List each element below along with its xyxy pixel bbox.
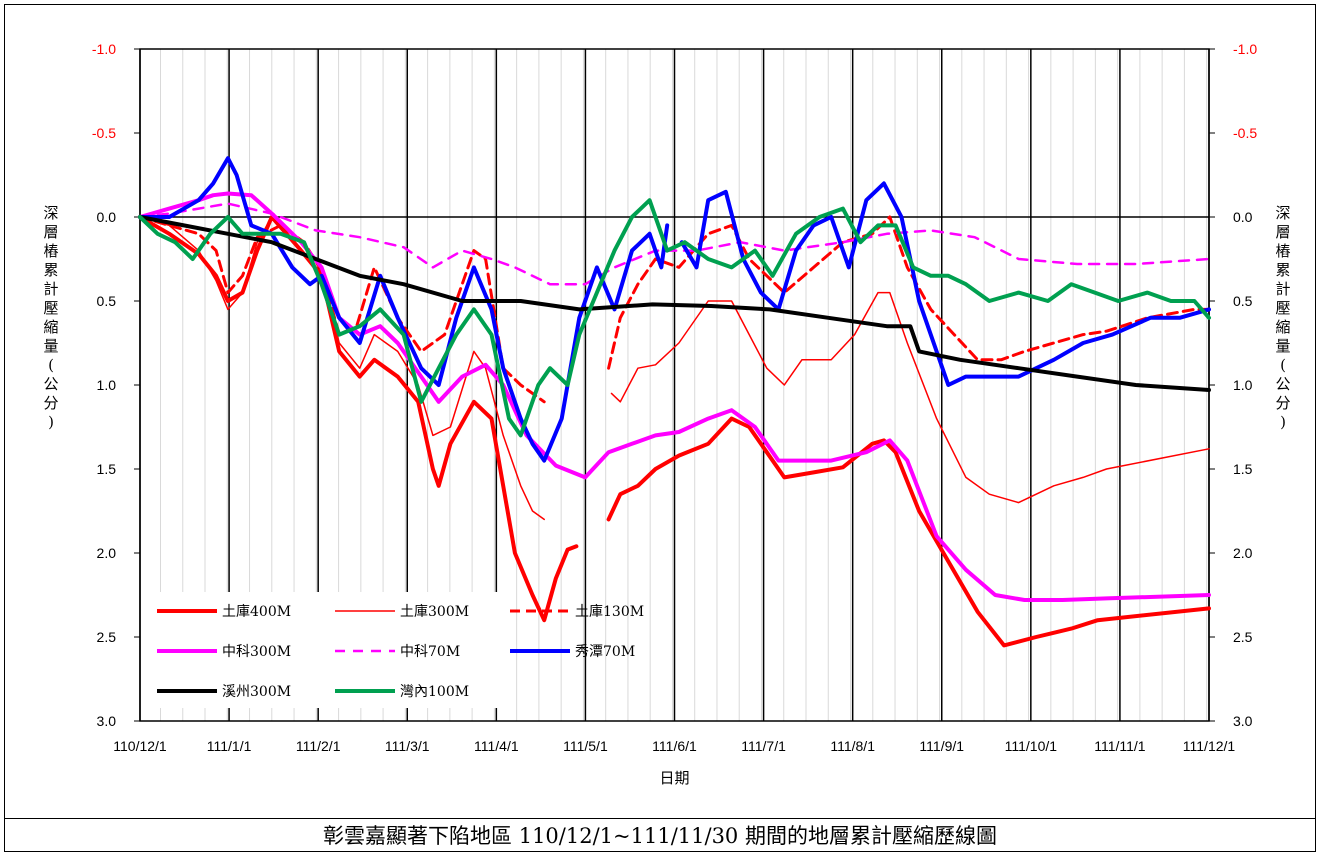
x-tick-label: 111/5/1	[563, 738, 608, 754]
x-tick-label: 111/7/1	[741, 738, 786, 754]
x-tick-label: 111/2/1	[296, 738, 341, 754]
y-right-tick-label: 2.0	[1233, 545, 1253, 561]
series-line-1	[138, 215, 579, 623]
y-right-tick-label: -1.0	[1233, 41, 1257, 57]
legend-label: 土庫300M	[400, 603, 469, 620]
y-left-tick-label: -1.0	[92, 41, 116, 57]
y-left-tick-label: -0.5	[92, 125, 116, 141]
series-line-7	[138, 215, 1211, 392]
x-tick-label: 111/3/1	[385, 738, 430, 754]
legend-label: 溪州300M	[222, 684, 291, 700]
x-tick-label: 111/4/1	[474, 738, 519, 754]
series-line-6	[679, 181, 1211, 387]
series-line-8	[138, 198, 1211, 438]
series-line-2	[139, 216, 545, 521]
legend-label: 中科300M	[222, 644, 291, 660]
y-axis-label-left: 深層樁累計壓縮量(公分)	[43, 204, 58, 431]
series-line-4	[138, 191, 1211, 602]
x-tick-label: 111/12/1	[1183, 738, 1236, 754]
y-right-tick-label: 1.0	[1233, 377, 1253, 393]
series-line-6	[138, 156, 670, 463]
y-right-tick-label: 0.0	[1233, 209, 1253, 225]
y-left-tick-label: 1.0	[97, 377, 117, 393]
y-left-tick-label: 1.5	[97, 461, 117, 477]
legend-label: 土庫400M	[222, 603, 291, 620]
x-tick-label: 111/6/1	[652, 738, 697, 754]
series-line-5	[138, 202, 1211, 286]
y-right-tick-label: 0.5	[1233, 293, 1253, 309]
legend-label: 灣內100M	[400, 684, 469, 700]
x-tick-label: 111/9/1	[919, 738, 964, 754]
legend-label: 中科70M	[400, 644, 460, 660]
line-chart: 110/12/1 111/1/1 111/2/1 111/3/1 111/4/1 111/…	[43, 41, 1290, 787]
y-left-tick-label: 0.5	[97, 293, 117, 309]
legend-label: 土庫130M	[575, 603, 644, 620]
figure-caption: 彰雲嘉顯著下陷地區 110/12/1~111/11/30 期間的地層累計壓縮歷線…	[323, 824, 997, 848]
x-axis-label: 日期	[659, 769, 689, 787]
x-tick-label: 110/12/1	[113, 738, 167, 754]
figure-frame	[4, 4, 1316, 852]
y-right-tick-label: 3.0	[1233, 713, 1253, 729]
y-axis-label-right: 深層樁累計壓縮量(公分)	[1275, 204, 1290, 431]
y-left-tick-label: 0.0	[97, 209, 117, 225]
x-tick-label: 111/11/1	[1094, 738, 1146, 754]
series-line-2	[610, 291, 1210, 504]
y-right-tick-label: 2.5	[1233, 629, 1253, 645]
x-tick-label: 111/1/1	[207, 738, 252, 754]
y-right-tick-label: -0.5	[1233, 125, 1257, 141]
legend-label: 秀潭70M	[575, 643, 635, 660]
x-tick-label: 111/10/1	[1005, 738, 1058, 754]
y-left-tick-label: 2.0	[97, 545, 117, 561]
y-right-tick-label: 1.5	[1233, 461, 1253, 477]
y-left-tick-label: 3.0	[97, 713, 117, 729]
y-left-tick-label: 2.5	[97, 629, 117, 645]
x-tick-label: 111/8/1	[830, 738, 875, 754]
series-line-1	[606, 416, 1211, 648]
caption-divider	[4, 818, 1316, 819]
